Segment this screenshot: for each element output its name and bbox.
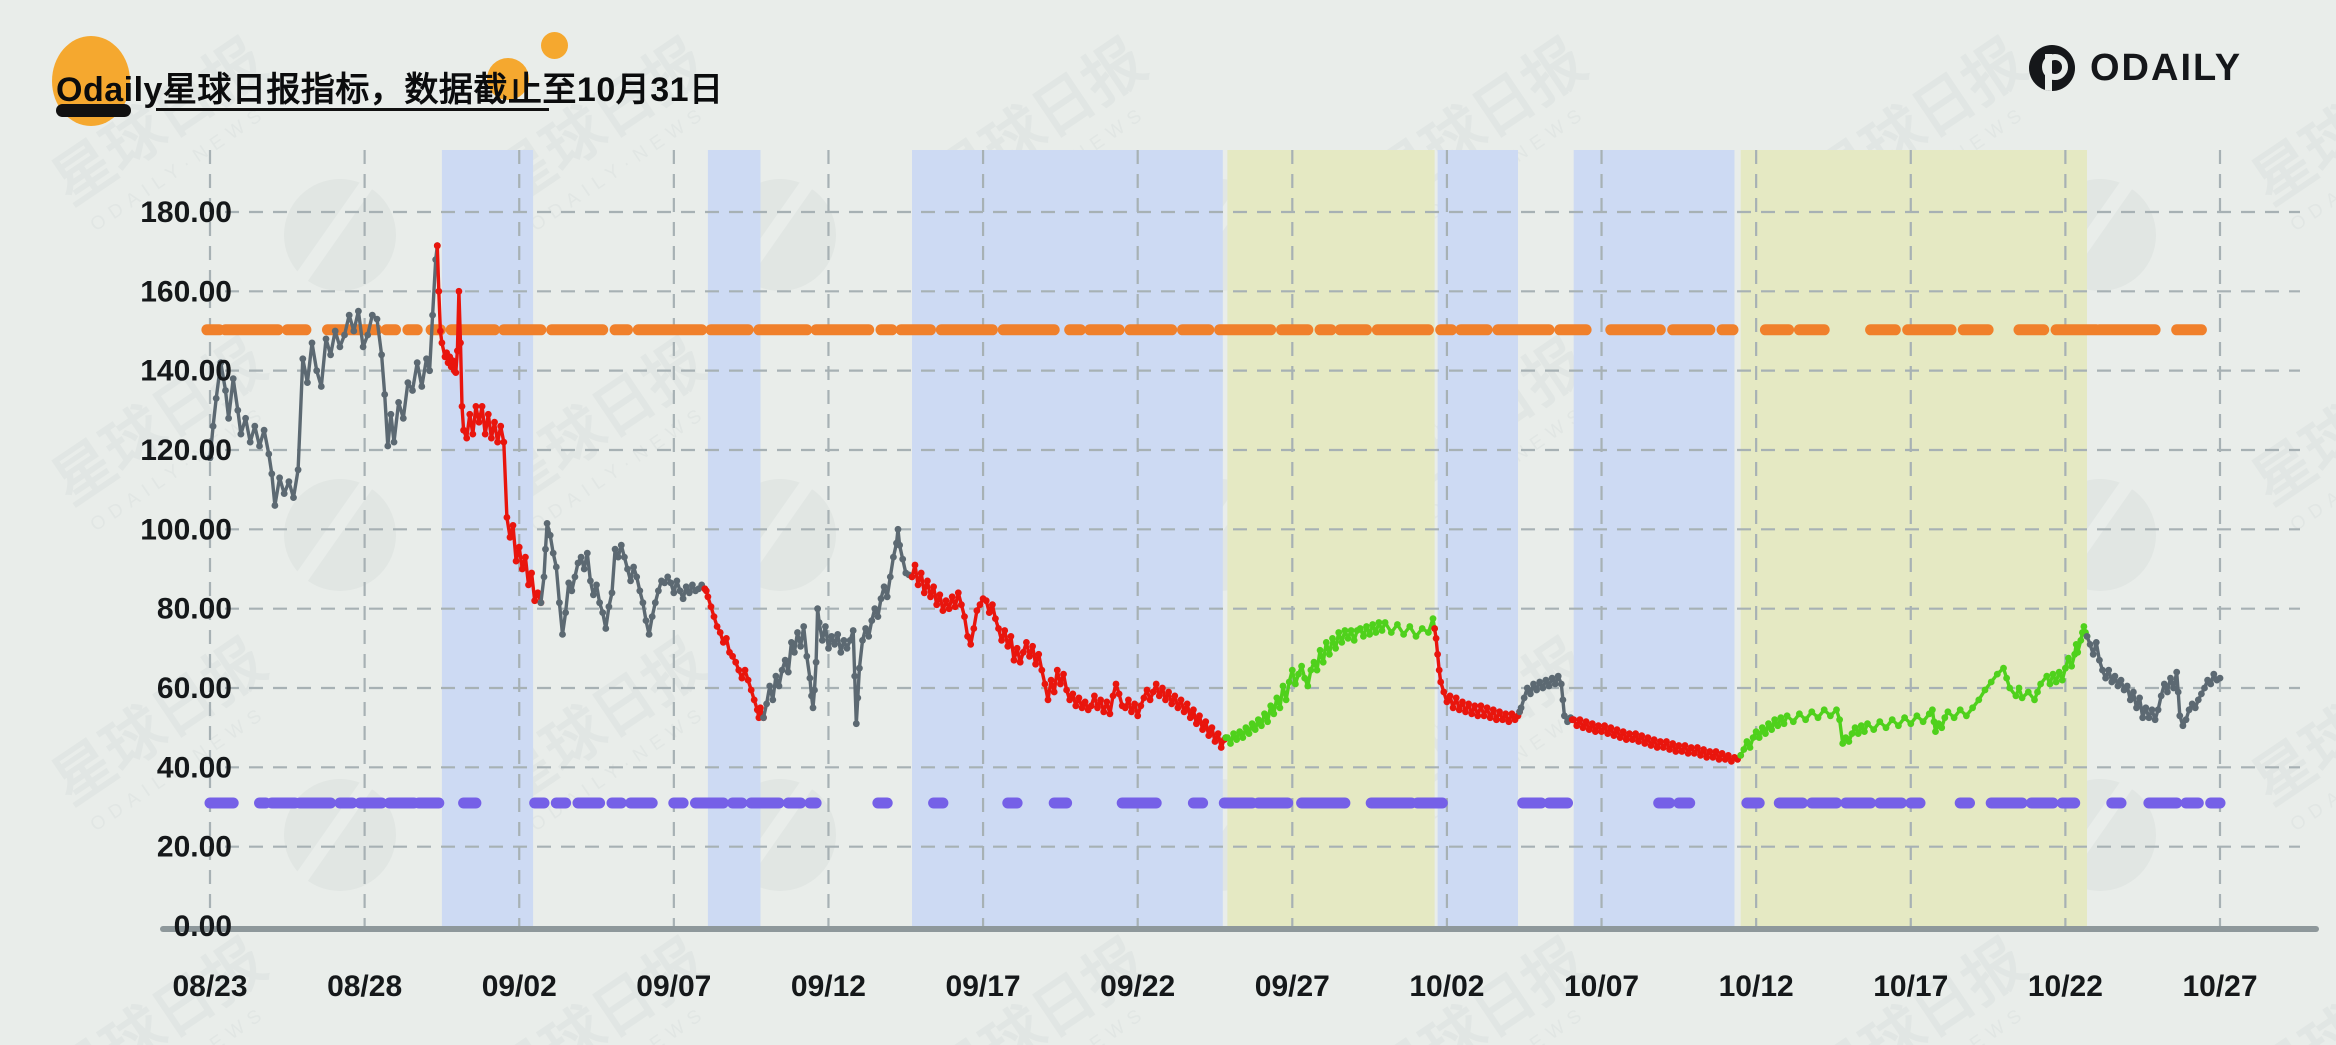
x-tick-label: 10/17: [1873, 970, 1948, 1003]
indicator-gray-1: [206, 242, 441, 509]
band-blue: [1573, 150, 1735, 929]
header: Odaily星球日报指标，数据截止至10月31日 ODAILY: [0, 0, 2336, 130]
band-blue: [1437, 150, 1518, 929]
odaily-logo-icon: [2029, 45, 2075, 91]
y-tick-label: 80.00: [157, 593, 232, 626]
band-yellow: [1227, 150, 1435, 929]
accent-dot-icon: [541, 32, 568, 59]
x-tick-label: 10/22: [2028, 970, 2103, 1003]
y-tick-label: 60.00: [157, 672, 232, 705]
y-tick-label: 180.00: [140, 196, 232, 229]
title-marker-dash: [56, 104, 131, 117]
title-underline: [156, 108, 549, 111]
band-blue: [912, 150, 1223, 929]
indicator-gray-3: [760, 525, 916, 728]
x-tick-label: 09/07: [636, 970, 711, 1003]
x-tick-label: 10/02: [1409, 970, 1484, 1003]
indicator-gray-2: [537, 520, 709, 638]
odaily-logo-text: ODAILY: [2090, 46, 2243, 89]
page-title: Odaily星球日报指标，数据截止至10月31日: [56, 71, 724, 109]
y-tick-label: 40.00: [157, 751, 232, 784]
signal-bands: [441, 150, 2087, 929]
x-tick-label: 10/12: [1719, 970, 1794, 1003]
x-tick-label: 09/27: [1255, 970, 1330, 1003]
y-axis-labels: 0.00 20.00 40.00 60.00 80.00 100.00 120.00 140.…: [140, 196, 232, 943]
x-tick-label: 10/27: [2182, 970, 2257, 1003]
odaily-logo: ODAILY: [2028, 44, 2242, 92]
indicator-gray-5: [2083, 633, 2224, 730]
y-tick-label: 0.00: [174, 910, 232, 943]
x-tick-label: 09/02: [482, 970, 557, 1003]
x-tick-label: 09/12: [791, 970, 866, 1003]
x-tick-label: 08/23: [172, 970, 247, 1003]
x-tick-label: 09/22: [1100, 970, 1175, 1003]
x-axis-labels: 08/23 08/28 09/02 09/07 09/12 09/17 09/22 09/27…: [172, 970, 2257, 1003]
y-tick-label: 120.00: [140, 434, 232, 467]
band-yellow: [1740, 150, 2087, 929]
band-blue: [707, 150, 761, 929]
y-tick-label: 100.00: [140, 513, 232, 546]
x-tick-label: 09/17: [946, 970, 1021, 1003]
x-tick-label: 10/07: [1564, 970, 1639, 1003]
y-tick-label: 20.00: [157, 831, 232, 864]
x-tick-label: 08/28: [327, 970, 402, 1003]
y-tick-label: 140.00: [140, 355, 232, 388]
indicator-gray-4: [1516, 672, 1576, 726]
y-tick-label: 160.00: [140, 275, 232, 308]
